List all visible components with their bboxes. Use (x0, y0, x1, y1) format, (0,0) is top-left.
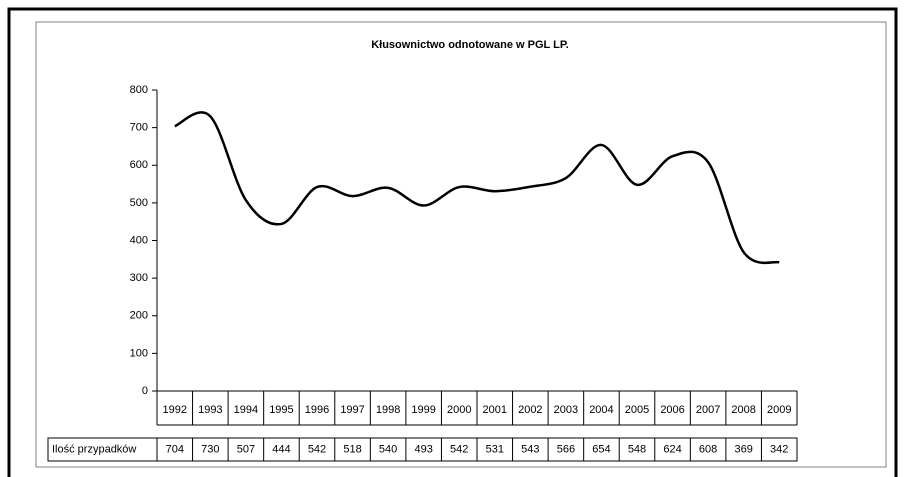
x-tick-label: 1998 (376, 404, 400, 416)
table-value: 704 (166, 443, 184, 455)
x-tick-label: 1994 (234, 404, 258, 416)
table-value: 543 (521, 443, 539, 455)
x-tick-label: 2002 (518, 404, 542, 416)
x-tick-label: 2001 (483, 404, 507, 416)
data-line (174, 111, 780, 265)
table-value: 542 (450, 443, 468, 455)
x-tick-label: 1997 (340, 404, 364, 416)
x-tick-label: 1996 (305, 404, 329, 416)
table-value: 624 (663, 443, 681, 455)
y-tick-label: 600 (130, 159, 148, 171)
chart-area (35, 21, 887, 468)
table-value: 730 (201, 443, 219, 455)
y-tick-label: 200 (130, 310, 148, 322)
y-tick-label: 0 (142, 385, 148, 397)
table-value: 608 (699, 443, 717, 455)
table-value: 540 (379, 443, 397, 455)
table-value: 507 (237, 443, 255, 455)
frame (7, 7, 898, 477)
x-tick-label: 2008 (731, 404, 755, 416)
table-value: 566 (557, 443, 575, 455)
legend-label: Ilość przypadków (52, 443, 136, 455)
chart-title: Kłusownictwo odnotowane w PGL LP. (371, 39, 569, 51)
table-value: 342 (770, 443, 788, 455)
table-value: 369 (734, 443, 752, 455)
y-tick-label: 800 (130, 84, 148, 96)
y-tick-label: 100 (130, 347, 148, 359)
x-tick-label: 2007 (696, 404, 720, 416)
x-tick-label: 2009 (767, 404, 791, 416)
x-tick-label: 2005 (625, 404, 649, 416)
x-tick-label: 2000 (447, 404, 471, 416)
x-tick-label: 2006 (660, 404, 684, 416)
x-tick-label: 1999 (411, 404, 435, 416)
table-value: 493 (414, 443, 432, 455)
table-value: 518 (343, 443, 361, 455)
y-tick-label: 700 (130, 122, 148, 134)
table-value: 548 (628, 443, 646, 455)
x-tick-label: 1993 (198, 404, 222, 416)
x-tick-label: 2003 (554, 404, 578, 416)
y-tick-label: 300 (130, 272, 148, 284)
table-value: 654 (592, 443, 610, 455)
x-tick-label: 1995 (269, 404, 293, 416)
y-tick-label: 500 (130, 197, 148, 209)
table-value: 531 (486, 443, 504, 455)
x-tick-label: 1992 (163, 404, 187, 416)
y-tick-label: 400 (130, 234, 148, 246)
x-tick-label: 2004 (589, 404, 613, 416)
table-value: 444 (272, 443, 290, 455)
table-value: 542 (308, 443, 326, 455)
